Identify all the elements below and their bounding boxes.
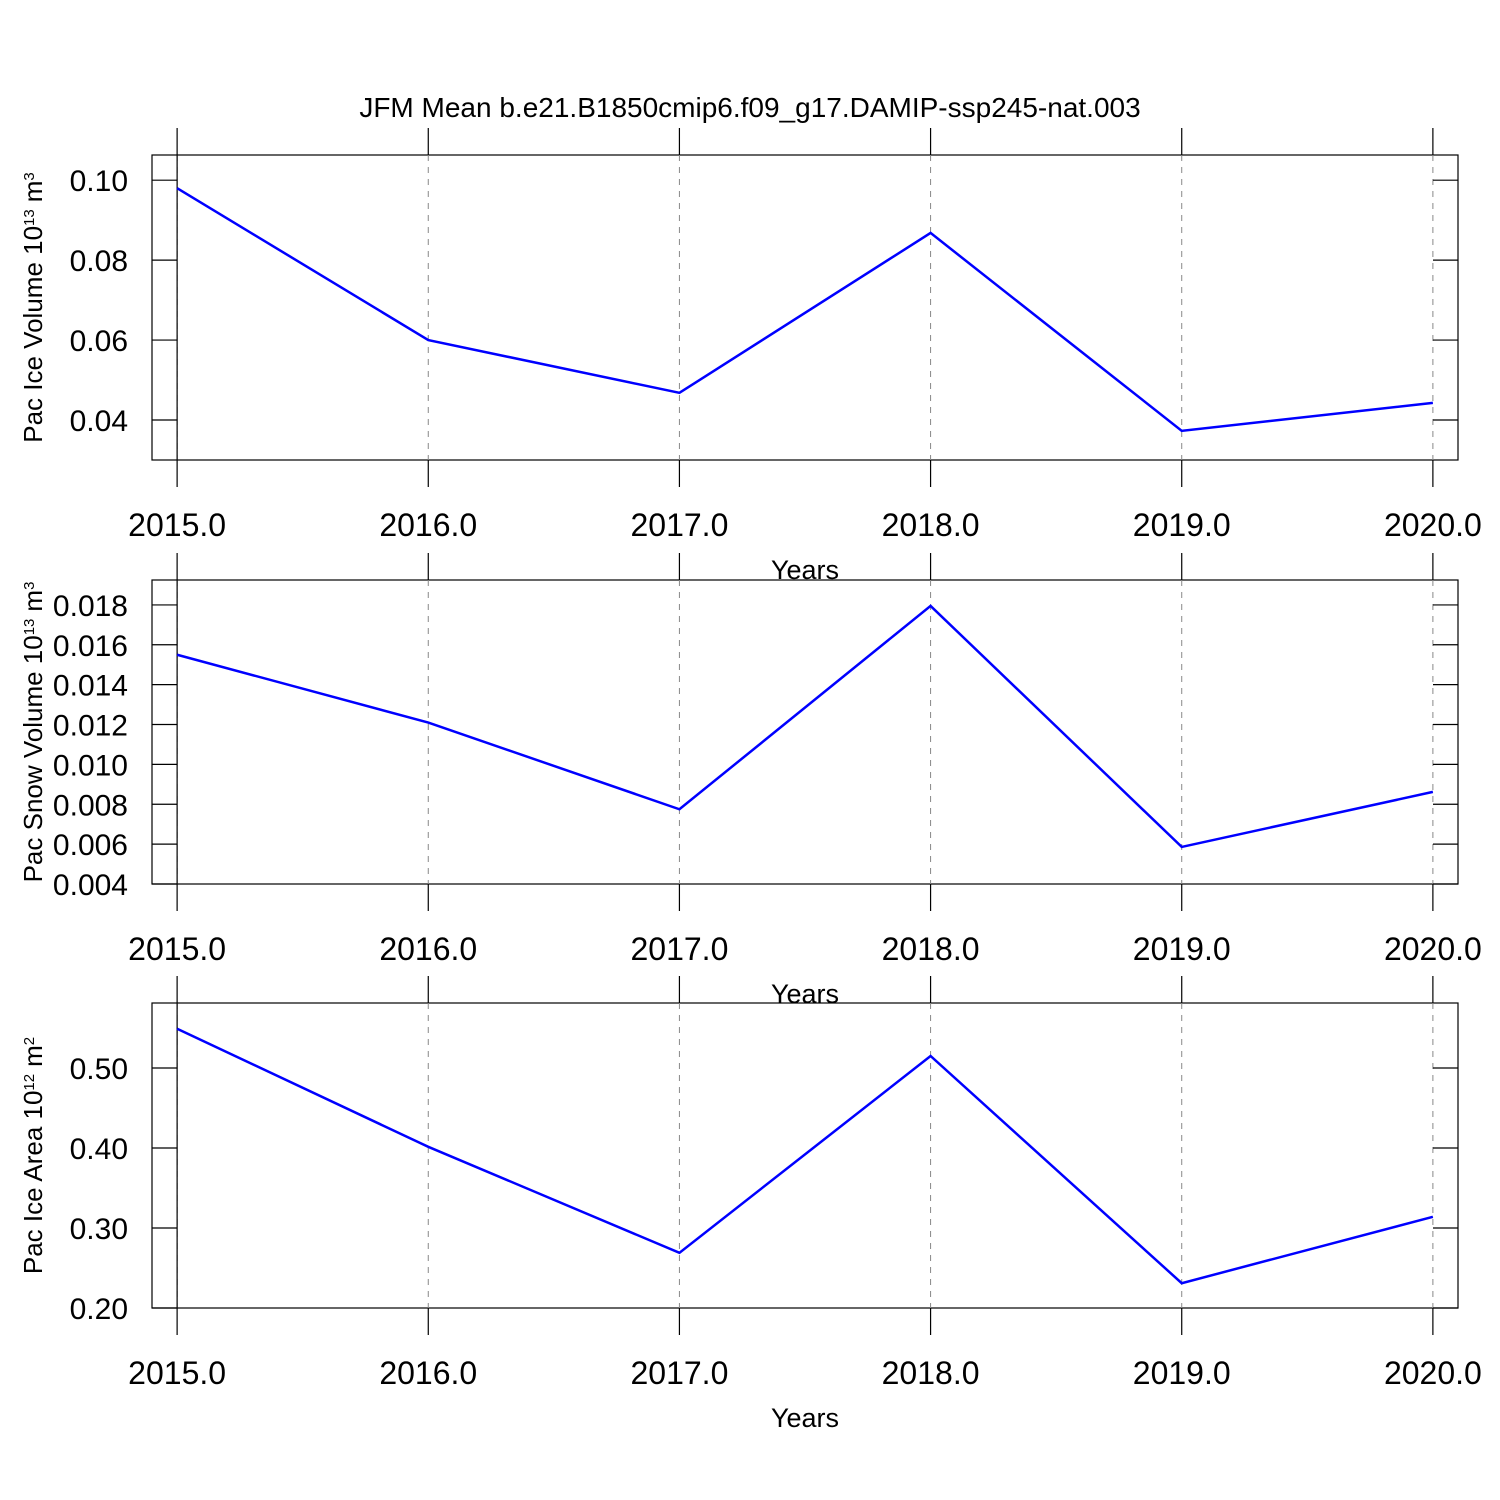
y-axis-label-part: m bbox=[18, 181, 48, 203]
y-tick-label: 0.10 bbox=[70, 165, 128, 198]
y-tick-label: 0.008 bbox=[53, 789, 128, 822]
y-tick-label: 0.06 bbox=[70, 325, 128, 358]
y-axis-label: Pac Ice Volume 1013 m3 bbox=[18, 172, 48, 443]
plot-frame bbox=[151, 1002, 1459, 1309]
x-tick-label: 2019.0 bbox=[1133, 507, 1231, 543]
y-tick-label: 0.018 bbox=[53, 590, 128, 623]
x-tick-label: 2016.0 bbox=[379, 931, 477, 967]
y-tick-label: 0.08 bbox=[70, 245, 128, 278]
y-tick-label: 0.40 bbox=[70, 1133, 128, 1166]
y-axis-label-part: Pac Ice Volume 10 bbox=[18, 226, 48, 443]
y-axis-label-part: 2 bbox=[21, 1037, 38, 1045]
x-tick-label: 2020.0 bbox=[1384, 507, 1482, 543]
x-axis-label: Years bbox=[771, 1403, 839, 1433]
y-axis-label-part: Pac Ice Area 10 bbox=[18, 1091, 48, 1275]
x-tick-label: 2018.0 bbox=[882, 931, 980, 967]
y-axis-label-part: 13 bbox=[21, 209, 38, 226]
data-line bbox=[176, 604, 1434, 849]
y-tick-label: 0.30 bbox=[70, 1213, 128, 1246]
plot-frame bbox=[151, 154, 1459, 461]
x-tick-label: 2015.0 bbox=[128, 507, 226, 543]
x-tick-label: 2017.0 bbox=[630, 1355, 728, 1391]
x-tick-label: 2020.0 bbox=[1384, 931, 1482, 967]
x-tick-label: 2018.0 bbox=[882, 1355, 980, 1391]
y-tick-label: 0.50 bbox=[70, 1053, 128, 1086]
chart-title: JFM Mean b.e21.B1850cmip6.f09_g17.DAMIP-… bbox=[359, 92, 1140, 123]
x-tick-label: 2017.0 bbox=[630, 507, 728, 543]
x-tick-label: 2019.0 bbox=[1133, 1355, 1231, 1391]
y-tick-label: 0.012 bbox=[53, 710, 128, 743]
y-tick-label: 0.20 bbox=[70, 1293, 128, 1326]
x-tick-label: 2016.0 bbox=[379, 507, 477, 543]
data-line bbox=[176, 1027, 1434, 1285]
plot-frame bbox=[151, 579, 1459, 885]
y-tick-label: 0.006 bbox=[53, 829, 128, 862]
y-tick-label: 0.004 bbox=[53, 869, 128, 902]
y-axis-label-part: 3 bbox=[21, 582, 38, 590]
y-axis-label-part: Pac Snow Volume 10 bbox=[18, 635, 48, 882]
x-axis-label: Years bbox=[771, 979, 839, 1009]
y-tick-label: 0.010 bbox=[53, 749, 128, 782]
y-tick-label: 0.04 bbox=[70, 405, 128, 438]
y-axis-label-part: m bbox=[18, 590, 48, 612]
data-line bbox=[176, 187, 1434, 433]
x-tick-label: 2018.0 bbox=[882, 507, 980, 543]
y-tick-label: 0.014 bbox=[53, 670, 128, 703]
y-axis-label-part: 3 bbox=[21, 172, 38, 180]
x-tick-label: 2020.0 bbox=[1384, 1355, 1482, 1391]
x-tick-label: 2015.0 bbox=[128, 1355, 226, 1391]
x-tick-label: 2019.0 bbox=[1133, 931, 1231, 967]
x-tick-label: 2017.0 bbox=[630, 931, 728, 967]
y-tick-label: 0.016 bbox=[53, 630, 128, 663]
y-axis-label-part: 13 bbox=[21, 619, 38, 636]
x-tick-label: 2016.0 bbox=[379, 1355, 477, 1391]
y-axis-label: Pac Snow Volume 1013 m3 bbox=[18, 582, 48, 883]
x-tick-label: 2015.0 bbox=[128, 931, 226, 967]
y-axis-label-part: m bbox=[18, 1045, 48, 1067]
y-axis-label-part: 12 bbox=[21, 1074, 38, 1091]
y-axis-label: Pac Ice Area 1012 m2 bbox=[18, 1037, 48, 1274]
